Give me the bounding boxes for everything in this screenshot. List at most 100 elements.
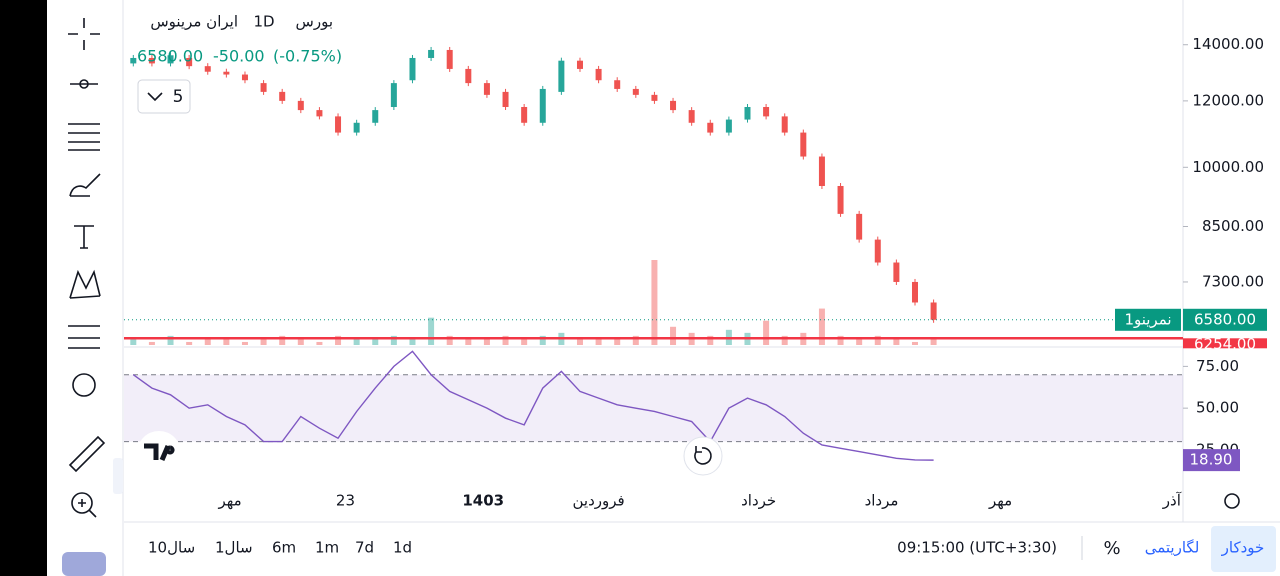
chevron [147,92,163,102]
last-price-bg [1183,308,1267,331]
rsi-band-fill [124,374,1183,442]
candle-body [670,100,677,111]
bottom-bar: 10سال 1سال 6m 1m 7d 1d 09:15:00 (UTC+3:3… [148,526,1276,572]
volume-bar [335,335,342,345]
volume-bar [279,335,286,345]
candle-body [148,57,155,64]
candle-body [483,83,490,95]
range[interactable]: 1d [393,539,412,557]
drawing-toolbar [62,18,106,576]
volume-bar [316,341,323,345]
rsi-last-label: 18.90 [1190,451,1233,469]
ruler-tool[interactable] [68,435,106,473]
candle-body [502,91,509,108]
y-tick-label: 14000.00 [1192,35,1264,53]
forecast-tool[interactable] [68,325,100,349]
volume-bar [390,335,397,345]
brush-tool[interactable] [69,173,101,197]
candle-body [688,110,695,123]
toolbar-more[interactable] [62,552,106,576]
candle-body [781,116,788,133]
text-tool[interactable] [74,225,94,249]
candle-body [353,122,360,133]
volume-bar [893,338,900,345]
volume-bar [353,338,360,345]
settings-button[interactable] [1224,493,1240,509]
volume-bar [223,338,230,345]
volume-bar [670,326,677,345]
candle-body [930,302,937,320]
rsi-line [132,350,934,461]
indicator-count: 5 [173,87,184,107]
volume-bar [856,338,863,345]
volume-bar [707,335,714,345]
candle-body [818,156,825,186]
volume-bar [186,341,193,345]
volume-bar [465,338,472,345]
range[interactable]: 7d [355,539,374,557]
candle-body [167,55,174,64]
tv-logo: ⁠ [137,431,181,475]
candle-body [763,107,770,117]
candle-body [279,91,286,101]
indicator-toggle[interactable] [137,79,191,114]
volume-bar [595,338,602,345]
log-toggle[interactable]: لگاریتمی [1145,539,1200,557]
plot: 14000.00 12000.00 10000.00 8500.00 7300.00 مه… [124,35,1267,510]
reset-chart[interactable] [683,436,723,476]
x-tick-label: آذر [1162,492,1182,510]
volume-bar [539,335,546,345]
range[interactable]: 10سال [148,539,195,557]
candle-body [576,60,583,69]
volume-bar [930,338,937,345]
left-edge [0,0,47,576]
auto-toggle[interactable]: خودکار [1221,539,1265,557]
line-tool[interactable] [70,79,98,89]
volume-bar [241,341,248,345]
range[interactable]: 6m [272,539,296,557]
legend-close: 6580.00 [137,47,203,66]
candle-body [409,57,416,81]
range[interactable]: 1سال [215,539,253,557]
x-tick-label: فروردین [572,492,624,510]
candle-body [204,66,211,72]
candle-body [911,281,918,303]
x-tick-label: 1403 [462,492,504,510]
rsi-tick-label: 75.00 [1196,357,1239,375]
candle-body [651,94,658,101]
candle-body [632,88,639,95]
legend-change: -50.00 [213,47,265,66]
y-tick-label: 7300.00 [1202,272,1264,290]
fib-tool[interactable] [68,123,100,151]
candle-body [465,68,472,84]
pattern-tool[interactable] [69,269,101,299]
candle-body [372,110,379,123]
range[interactable]: 1m [315,539,339,557]
x-tick-label: 23 [336,492,355,510]
interval[interactable]: 1D [253,13,274,31]
timezone[interactable]: 09:15:00 (UTC+3:30) [897,539,1057,557]
zoom-tool[interactable] [71,492,93,514]
candle-body [130,57,137,64]
percent-toggle[interactable]: % [1103,538,1120,559]
volume-bar [167,335,174,345]
volume-bar [837,335,844,345]
candle-body [186,57,193,67]
candle-body [800,132,807,157]
emoji-tool[interactable] [72,373,96,397]
reset-icon [694,446,712,465]
x-tick-label: مرداد [865,492,899,510]
volume-bar [204,338,211,345]
crosshair-tool[interactable] [68,18,100,50]
symbol[interactable]: ایران مرینوس [150,13,238,31]
collapse-toolbar[interactable] [113,458,123,494]
zoom-plus [78,499,97,518]
candle-body [241,74,248,81]
volume-bar [576,338,583,345]
candle-body [390,83,397,108]
volume-bar [874,335,881,345]
volume-bar [763,320,770,345]
candle-body [521,107,528,123]
